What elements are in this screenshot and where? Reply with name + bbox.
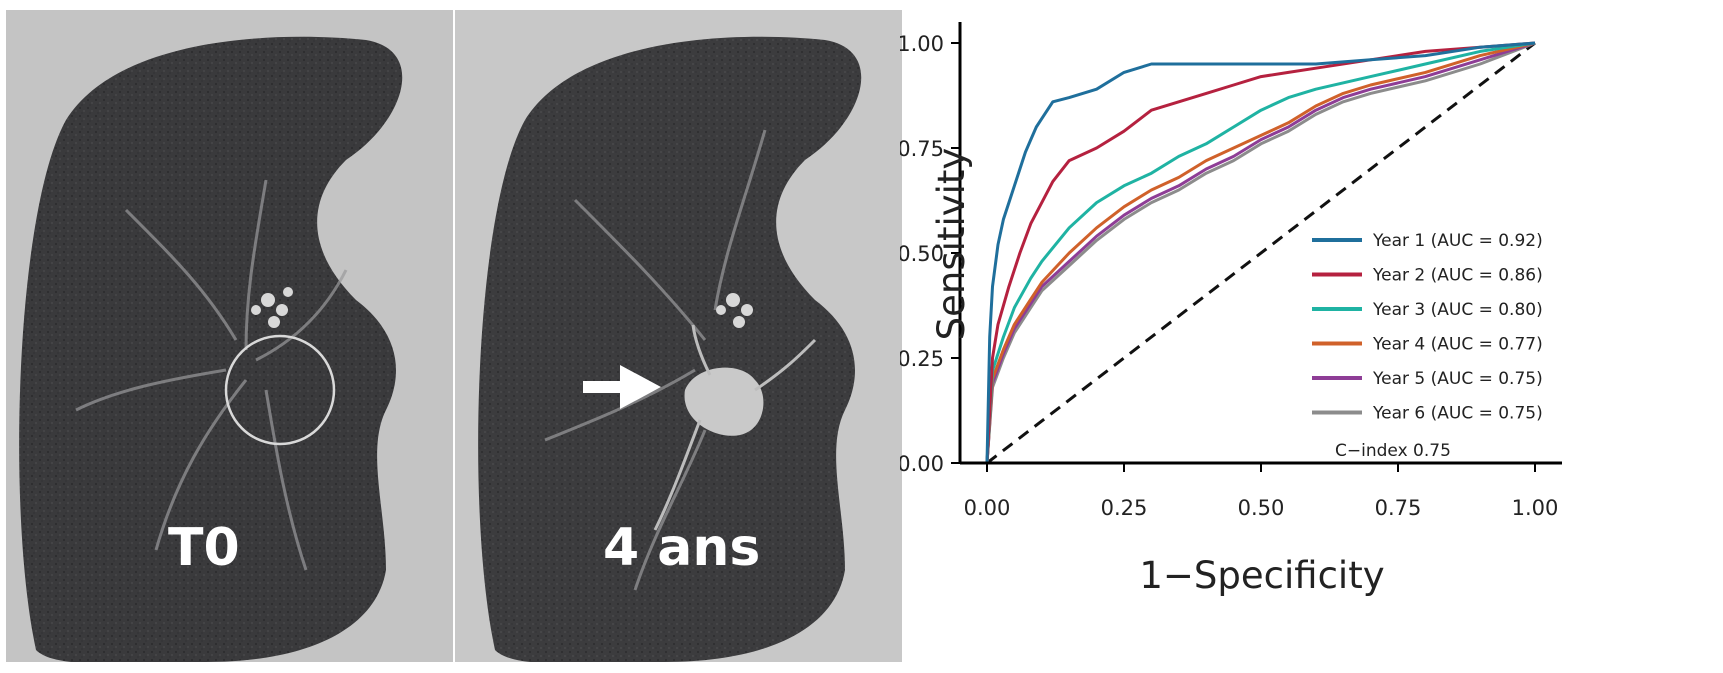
legend-entry: Year 6 (AUC = 0.75) [1372,404,1543,424]
legend-entry: Year 5 (AUC = 0.75) [1372,369,1543,389]
x-tick-label: 0.75 [1375,496,1422,520]
ct-scan-followup-drawing: 4 ans [455,10,902,662]
hilar-vessels [716,293,753,328]
hilar-vessels [251,287,293,328]
roc-curve-year-2 [985,41,1536,464]
roc-curve-year-4 [985,41,1536,464]
roc-curve-year-5 [985,41,1536,464]
roc-curve-year-3 [985,41,1536,464]
x-tick-label: 0.50 [1238,496,1285,520]
c-index-annotation: C−index 0.75 [1335,441,1451,461]
y-tick-label: 0.50 [900,242,944,266]
legend-entry: Year 2 (AUC = 0.86) [1372,266,1543,286]
legend-entry: Year 4 (AUC = 0.77) [1372,335,1543,355]
ct-right-label: 4 ans [603,518,760,578]
x-tick-label: 0.25 [1101,496,1148,520]
ct-left-label: T0 [168,518,240,578]
ct-scan-baseline-drawing: T0 [6,10,453,662]
curves-layer [985,41,1536,465]
roc-chart: 0.00 0.25 0.50 0.75 1.00 0.00 0.25 0.50 0.75 1.00… [897,0,1723,668]
y-tick-label: 0.25 [900,347,944,371]
legend-entry: Year 1 (AUC = 0.92) [1372,231,1543,251]
roc-curve-year-6 [985,41,1536,464]
ticks-layer: 0.00 0.25 0.50 0.75 1.00 0.00 0.25 0.50 0.75 1.00 [897,32,1559,520]
reference-diagonal-line [986,41,1536,465]
ct-scan-followup-image: 4 ans [455,10,902,662]
lung-region [478,36,862,662]
lung-region [19,36,403,662]
x-axis-title: 1−Specificity [1139,554,1384,597]
arrow-icon [583,365,661,409]
y-tick-label: 0.75 [900,137,944,161]
x-tick-label: 1.00 [1512,496,1559,520]
nodule [684,367,764,436]
y-tick-label: 0.00 [900,452,944,476]
y-axis-title: Sensitivity [930,148,973,341]
highlight-circle [224,334,336,446]
x-tick-label: 0.00 [964,496,1011,520]
ct-scan-baseline-image: T0 [6,10,453,662]
roc-curve-year-1 [985,41,1536,464]
roc-chart-svg: 0.00 0.25 0.50 0.75 1.00 0.00 0.25 0.50 0.75 1.00… [897,22,1562,597]
legend-entry: Year 3 (AUC = 0.80) [1372,300,1543,320]
y-tick-label: 1.00 [900,32,944,56]
legend: Year 1 (AUC = 0.92) Year 2 (AUC = 0.86) Ye… [1312,231,1543,424]
